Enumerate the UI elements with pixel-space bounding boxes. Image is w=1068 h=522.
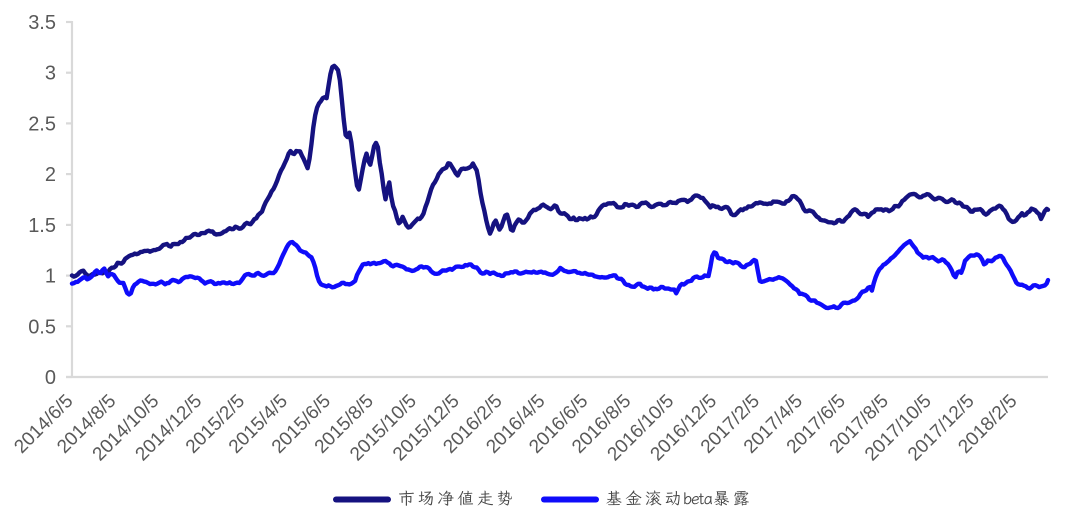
svg-text:3.5: 3.5 xyxy=(28,12,56,34)
svg-text:2: 2 xyxy=(45,164,56,186)
svg-text:1.5: 1.5 xyxy=(28,215,56,237)
svg-text:0.5: 0.5 xyxy=(28,316,56,338)
svg-text:0: 0 xyxy=(45,367,56,389)
svg-text:3: 3 xyxy=(45,63,56,85)
svg-text:1: 1 xyxy=(45,266,56,288)
svg-text:2.5: 2.5 xyxy=(28,113,56,135)
